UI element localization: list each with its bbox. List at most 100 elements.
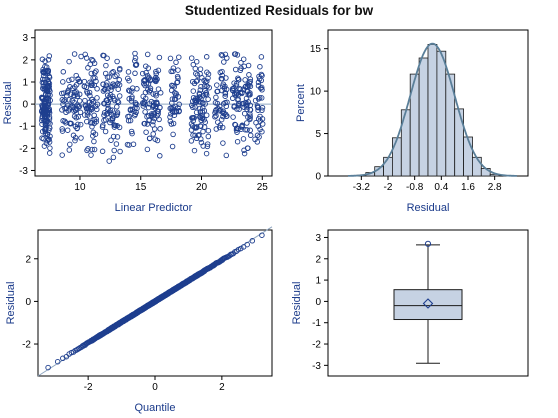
residual-point [66,147,73,153]
residual-point [231,104,237,110]
residual-point [223,75,229,81]
residual-point [230,114,236,120]
residual-point [222,91,229,97]
residual-point [233,82,239,89]
residual-point [169,106,176,112]
scatter-y-axis-label: Residual [2,82,14,125]
residual-point [258,54,265,60]
qq-point [244,241,250,248]
residual-point [169,143,176,150]
qq-ytick-label: 0 [25,297,31,308]
residual-point [116,77,123,83]
histogram-xtick-label: 1.6 [461,182,475,193]
residual-point [197,105,203,112]
residual-point [83,55,90,61]
residual-point [168,121,175,127]
residual-point [114,134,121,140]
residual-point [213,106,220,113]
residual-point [76,91,83,98]
residual-point [203,112,210,118]
residual-point [46,53,53,59]
residual-point [111,124,118,130]
boxplot-ytick-label: 0 [315,297,321,308]
residual-point [77,109,84,116]
boxplot-ytick-label: -2 [312,340,321,351]
residual-point [252,136,258,143]
residual-point [194,72,201,78]
residual-point [196,90,203,97]
residual-point [75,103,81,110]
residual-point [214,82,220,88]
residual-point [190,118,196,124]
histogram-bar [383,156,393,177]
boxplot-frame [327,229,529,377]
residual-point [115,99,122,106]
residual-point [247,127,253,134]
histogram-bar [427,44,438,177]
residual-point [102,128,109,135]
residual-point [156,54,163,61]
residual-point [232,90,238,97]
residual-point [259,107,265,114]
residual-point [109,93,116,100]
residual-point [241,63,247,70]
qq-ytick-label: -2 [22,340,31,351]
residual-point [125,69,132,75]
residual-point [255,83,262,89]
residual-point [74,102,80,108]
residual-point [257,63,263,70]
residual-point [257,126,263,133]
residual-point [65,108,72,114]
residual-point [147,76,154,83]
residual-point [89,123,95,130]
residual-point [204,69,210,75]
residual-point [168,68,174,75]
residual-point [84,88,90,95]
residual-point [236,106,242,112]
residual-point [40,69,46,75]
scatter-xtick-label: 10 [74,182,86,193]
residual-point [129,94,135,100]
scatter-ytick-label: 0 [22,100,28,111]
histogram-xtick-label: 2.8 [488,182,502,193]
residual-point [65,87,72,93]
residual-point [71,51,78,57]
residual-point [68,91,74,97]
boxplot-ytick-label: -3 [312,361,321,372]
residual-point [157,126,163,132]
residual-point [213,126,220,132]
residual-point [173,59,179,66]
residual-point [171,84,178,90]
residual-point [202,91,209,98]
histogram-ytick-label: 15 [310,44,322,55]
residual-point [198,139,205,146]
residual-point [109,117,116,123]
residual-point [42,63,48,70]
residual-point [45,67,52,74]
residual-point [90,57,96,64]
residual-point [256,94,263,101]
residual-point [59,128,66,134]
residual-point [202,119,208,125]
residual-point [239,123,245,129]
residual-point [132,70,138,77]
density-curve [348,42,517,177]
residual-point [218,116,225,123]
residual-point [219,68,225,75]
residual-point [69,102,75,109]
scatter-x-axis-label: Linear Predictor [115,202,193,214]
residual-point [204,83,210,90]
residual-point [154,137,161,144]
residual-point [108,111,114,118]
residual-point [212,114,218,120]
histogram-xtick-label: -2 [384,182,393,193]
residual-point [64,127,71,133]
residual-point [229,95,236,102]
residual-point [142,77,148,84]
residual-point [99,148,106,155]
histogram-ytick-label: 10 [310,87,322,98]
residual-point [129,88,135,94]
residual-point [60,69,67,75]
residual-point [191,80,198,87]
residual-point [108,137,114,143]
